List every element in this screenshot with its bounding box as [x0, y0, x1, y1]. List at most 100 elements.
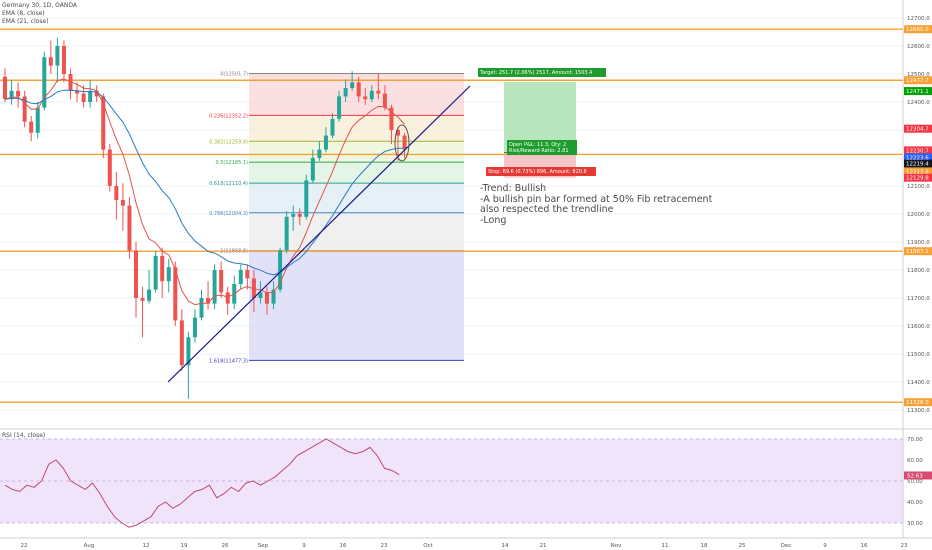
- price-tick-label: 12500.0: [907, 72, 930, 78]
- price-tag: 12477.7: [906, 78, 929, 84]
- price-tick-label: 11900.0: [907, 240, 930, 246]
- price-tick-label: 11800.0: [907, 268, 930, 274]
- fib-level-label: 0(12501.7): [220, 72, 248, 78]
- time-tick-label: 12: [143, 543, 150, 549]
- candle-body: [304, 180, 309, 217]
- symbol-title[interactable]: Germany 30, 1D, OANDA: [2, 2, 78, 9]
- candle-body: [42, 57, 47, 108]
- horizontal-levels[interactable]: [0, 28, 903, 403]
- rsi-legend[interactable]: RSI (14, close): [2, 432, 46, 439]
- time-tick-label: 23: [901, 543, 908, 549]
- stop-label: Stop: 89.6 (0.73%) 896, Amount: 820.8: [486, 167, 596, 176]
- candle-body: [258, 292, 263, 298]
- candle-body: [127, 205, 132, 251]
- candle-body: [284, 216, 289, 251]
- time-tick-label: Sep: [258, 543, 269, 549]
- rsi-line: [4, 438, 400, 528]
- target-label: Target: 251.7 (2.06%) 2517, Amount: 1503…: [478, 68, 606, 77]
- time-tick-label: 21: [540, 543, 547, 549]
- candle-body: [310, 158, 315, 181]
- price-tick-label: 12000.0: [907, 212, 930, 218]
- candle-body: [140, 298, 145, 301]
- target-label-text: Target: 251.7 (2.06%) 2517, Amount: 1503…: [479, 70, 592, 76]
- candle-body: [238, 270, 243, 284]
- candle-body: [323, 135, 328, 150]
- candle-body: [271, 289, 276, 304]
- price-tick-label: 12700.0: [907, 16, 930, 22]
- price-tag-bg: [904, 247, 932, 256]
- candle-body: [94, 90, 99, 97]
- candle-body: [382, 93, 387, 108]
- price-tick-label: 12100.0: [907, 184, 930, 190]
- candle-body: [75, 90, 80, 94]
- fib-zone: [249, 212, 464, 251]
- time-tick-label: 9: [302, 543, 306, 549]
- candle-body: [173, 267, 178, 321]
- price-tag-bg: [904, 87, 932, 96]
- fib-level-label: 0.786(12004.3): [209, 211, 248, 217]
- price-tag-bg: [904, 25, 932, 34]
- price-tick-label: 12600.0: [907, 44, 930, 50]
- candle-body: [114, 186, 119, 200]
- time-tick-label: 16: [861, 543, 868, 549]
- candle-body: [22, 96, 27, 122]
- candle-body: [81, 93, 86, 102]
- candle-body: [179, 320, 184, 366]
- rsi-tick-label: 40.00: [907, 500, 923, 506]
- price-tick-label: 11500.0: [907, 352, 930, 358]
- fib-level-label: 0.236(12352.2): [209, 113, 248, 119]
- candle-body: [212, 270, 217, 304]
- time-tick-label: 26: [222, 543, 229, 549]
- price-tag: 11328.0: [906, 400, 929, 406]
- time-axis[interactable]: 22 Aug 12 19 26 Sep 9 16 23 Oct 14 21 Nov 11 18 25 Dec 9 1…: [21, 543, 908, 549]
- candle-body: [88, 90, 93, 102]
- price-tag: 12212.8: [906, 169, 929, 175]
- candle-body: [120, 200, 125, 206]
- target-label-bg: [478, 68, 606, 77]
- time-tick-label: 9: [823, 543, 827, 549]
- candle-body: [9, 90, 14, 100]
- candle-body: [350, 82, 355, 88]
- fib-zone: [249, 162, 464, 184]
- price-tag: 12223.6: [906, 155, 929, 161]
- rsi-tick-label: 50.00: [907, 479, 923, 485]
- trade-note[interactable]: -Trend: Bullish -A bullish pin bar forme…: [480, 183, 713, 226]
- rsi-axis[interactable]: 70.00 60.00 50.00 40.00 30.00 52.63: [904, 437, 932, 527]
- price-tag-bg: [904, 153, 932, 162]
- fib-zone: [249, 141, 464, 163]
- time-tick-label: 18: [701, 543, 708, 549]
- price-axis[interactable]: 12700.012600.012500.012400.012300.012200…: [904, 16, 932, 414]
- stop-label-text: Stop: 89.6 (0.73%) 896, Amount: 820.8: [488, 169, 587, 175]
- price-tick-label: 11700.0: [907, 296, 930, 302]
- stop-label-bg: [486, 167, 596, 176]
- open-pl-label-bg: [507, 140, 577, 155]
- candle-body: [192, 317, 197, 338]
- trendline[interactable]: [167, 85, 471, 383]
- candle-body: [16, 90, 21, 97]
- price-tick-label: 11300.0: [907, 408, 930, 414]
- ema21-line: [4, 89, 405, 276]
- candle-body: [153, 256, 158, 290]
- candle-body: [55, 46, 60, 66]
- candle-body: [363, 96, 368, 100]
- candle-body: [356, 82, 361, 97]
- pin-bar-highlight[interactable]: [394, 124, 410, 162]
- ema21-legend[interactable]: EMA (21, close): [2, 18, 49, 25]
- price-tag-bg: [904, 167, 932, 176]
- price-tick-label: 12400.0: [907, 100, 930, 106]
- open-pl-label-text: Risk/Reward Ratio: 2.81: [509, 148, 569, 154]
- price-tag: 12304.7: [906, 127, 929, 133]
- long-position-tool[interactable]: [504, 82, 576, 178]
- price-tag-bg: [904, 124, 932, 133]
- price-tag: 12219.4: [906, 162, 929, 168]
- ema8-legend[interactable]: EMA (8, close): [2, 10, 45, 17]
- time-tick-label: 22: [21, 543, 28, 549]
- candle-body: [291, 214, 296, 217]
- price-tag: 11867.1: [906, 249, 929, 255]
- candle-body: [376, 90, 381, 94]
- price-tag: 12129.8: [906, 176, 929, 182]
- time-tick-label: Nov: [611, 543, 622, 549]
- candle-body: [107, 149, 112, 186]
- fib-level-label: 0.618(12110.4): [209, 181, 248, 187]
